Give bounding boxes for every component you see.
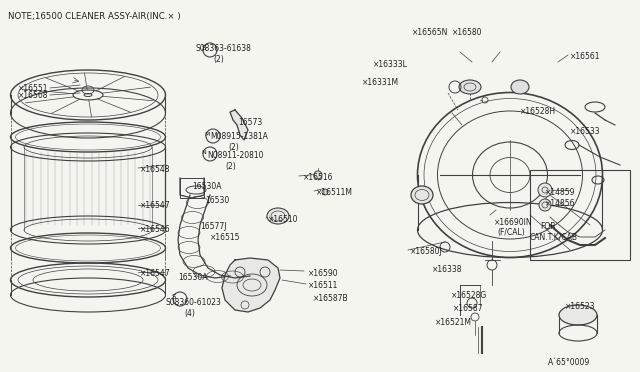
Text: ×16546: ×16546 bbox=[140, 225, 171, 234]
Text: ×16331M: ×16331M bbox=[362, 78, 399, 87]
Text: ×16511: ×16511 bbox=[308, 281, 339, 290]
Text: ×16565N: ×16565N bbox=[412, 28, 449, 37]
Text: (2): (2) bbox=[213, 55, 224, 64]
Text: 16530: 16530 bbox=[205, 196, 229, 205]
Ellipse shape bbox=[267, 208, 289, 224]
Bar bbox=[180, 178, 204, 198]
Text: ×14856: ×14856 bbox=[545, 199, 575, 208]
Text: (4): (4) bbox=[184, 309, 195, 318]
Text: ×16528H: ×16528H bbox=[520, 107, 556, 116]
Text: ×16338: ×16338 bbox=[432, 265, 463, 274]
Text: ×16521M: ×16521M bbox=[435, 318, 472, 327]
Ellipse shape bbox=[459, 80, 481, 94]
Text: ×16511M: ×16511M bbox=[316, 188, 353, 197]
Text: S08360-61023: S08360-61023 bbox=[166, 298, 222, 307]
Text: 16530A: 16530A bbox=[178, 273, 207, 282]
Text: (2): (2) bbox=[225, 162, 236, 171]
Text: CAN.T.K/CAB: CAN.T.K/CAB bbox=[530, 233, 578, 242]
Ellipse shape bbox=[411, 186, 433, 204]
Ellipse shape bbox=[559, 305, 597, 325]
Text: ×16580: ×16580 bbox=[452, 28, 483, 37]
Circle shape bbox=[538, 183, 552, 197]
Text: ×16528G: ×16528G bbox=[451, 291, 487, 300]
Text: ×16515: ×16515 bbox=[210, 233, 241, 242]
Text: ×16547: ×16547 bbox=[140, 201, 171, 210]
Text: ×16587B: ×16587B bbox=[313, 294, 349, 303]
Text: NOTE;16500 CLEANER ASSY-AIR(INC.× ): NOTE;16500 CLEANER ASSY-AIR(INC.× ) bbox=[8, 12, 180, 21]
Text: ×16587: ×16587 bbox=[453, 304, 483, 313]
Circle shape bbox=[539, 199, 551, 211]
Text: ×16551: ×16551 bbox=[18, 84, 49, 93]
Text: ×16580J: ×16580J bbox=[410, 247, 443, 256]
Text: ×16690IN: ×16690IN bbox=[494, 218, 532, 227]
Ellipse shape bbox=[511, 80, 529, 94]
Text: ×16548: ×16548 bbox=[140, 165, 170, 174]
Text: ×16590: ×16590 bbox=[308, 269, 339, 278]
Polygon shape bbox=[230, 110, 248, 140]
Text: M: M bbox=[204, 131, 210, 137]
Text: ×16510: ×16510 bbox=[268, 215, 298, 224]
Text: ×16547: ×16547 bbox=[140, 269, 171, 278]
Text: N: N bbox=[202, 150, 206, 154]
Text: N08911-20810: N08911-20810 bbox=[207, 151, 264, 160]
Text: ×14859: ×14859 bbox=[545, 188, 575, 197]
Text: S: S bbox=[172, 294, 176, 300]
Text: (2): (2) bbox=[228, 143, 239, 152]
Text: ×16561: ×16561 bbox=[570, 52, 600, 61]
Text: 16573: 16573 bbox=[238, 118, 262, 127]
Text: S: S bbox=[202, 45, 206, 51]
Circle shape bbox=[314, 171, 322, 179]
Text: ×16333L: ×16333L bbox=[373, 60, 408, 69]
Text: (F/CAL): (F/CAL) bbox=[497, 228, 525, 237]
Polygon shape bbox=[222, 258, 280, 312]
Text: ×16516: ×16516 bbox=[303, 173, 333, 182]
Text: ×16533: ×16533 bbox=[570, 127, 600, 136]
Text: S08363-61638: S08363-61638 bbox=[195, 44, 251, 53]
Text: 16577J: 16577J bbox=[200, 222, 227, 231]
Text: ×16523: ×16523 bbox=[565, 302, 595, 311]
Text: FOR: FOR bbox=[540, 222, 556, 231]
Text: M08915-1381A: M08915-1381A bbox=[210, 132, 268, 141]
Bar bbox=[530, 170, 630, 260]
Text: 16530A: 16530A bbox=[192, 182, 221, 191]
Text: ×16568: ×16568 bbox=[18, 91, 49, 100]
Text: A´65°0009: A´65°0009 bbox=[548, 358, 590, 367]
Circle shape bbox=[322, 189, 328, 195]
